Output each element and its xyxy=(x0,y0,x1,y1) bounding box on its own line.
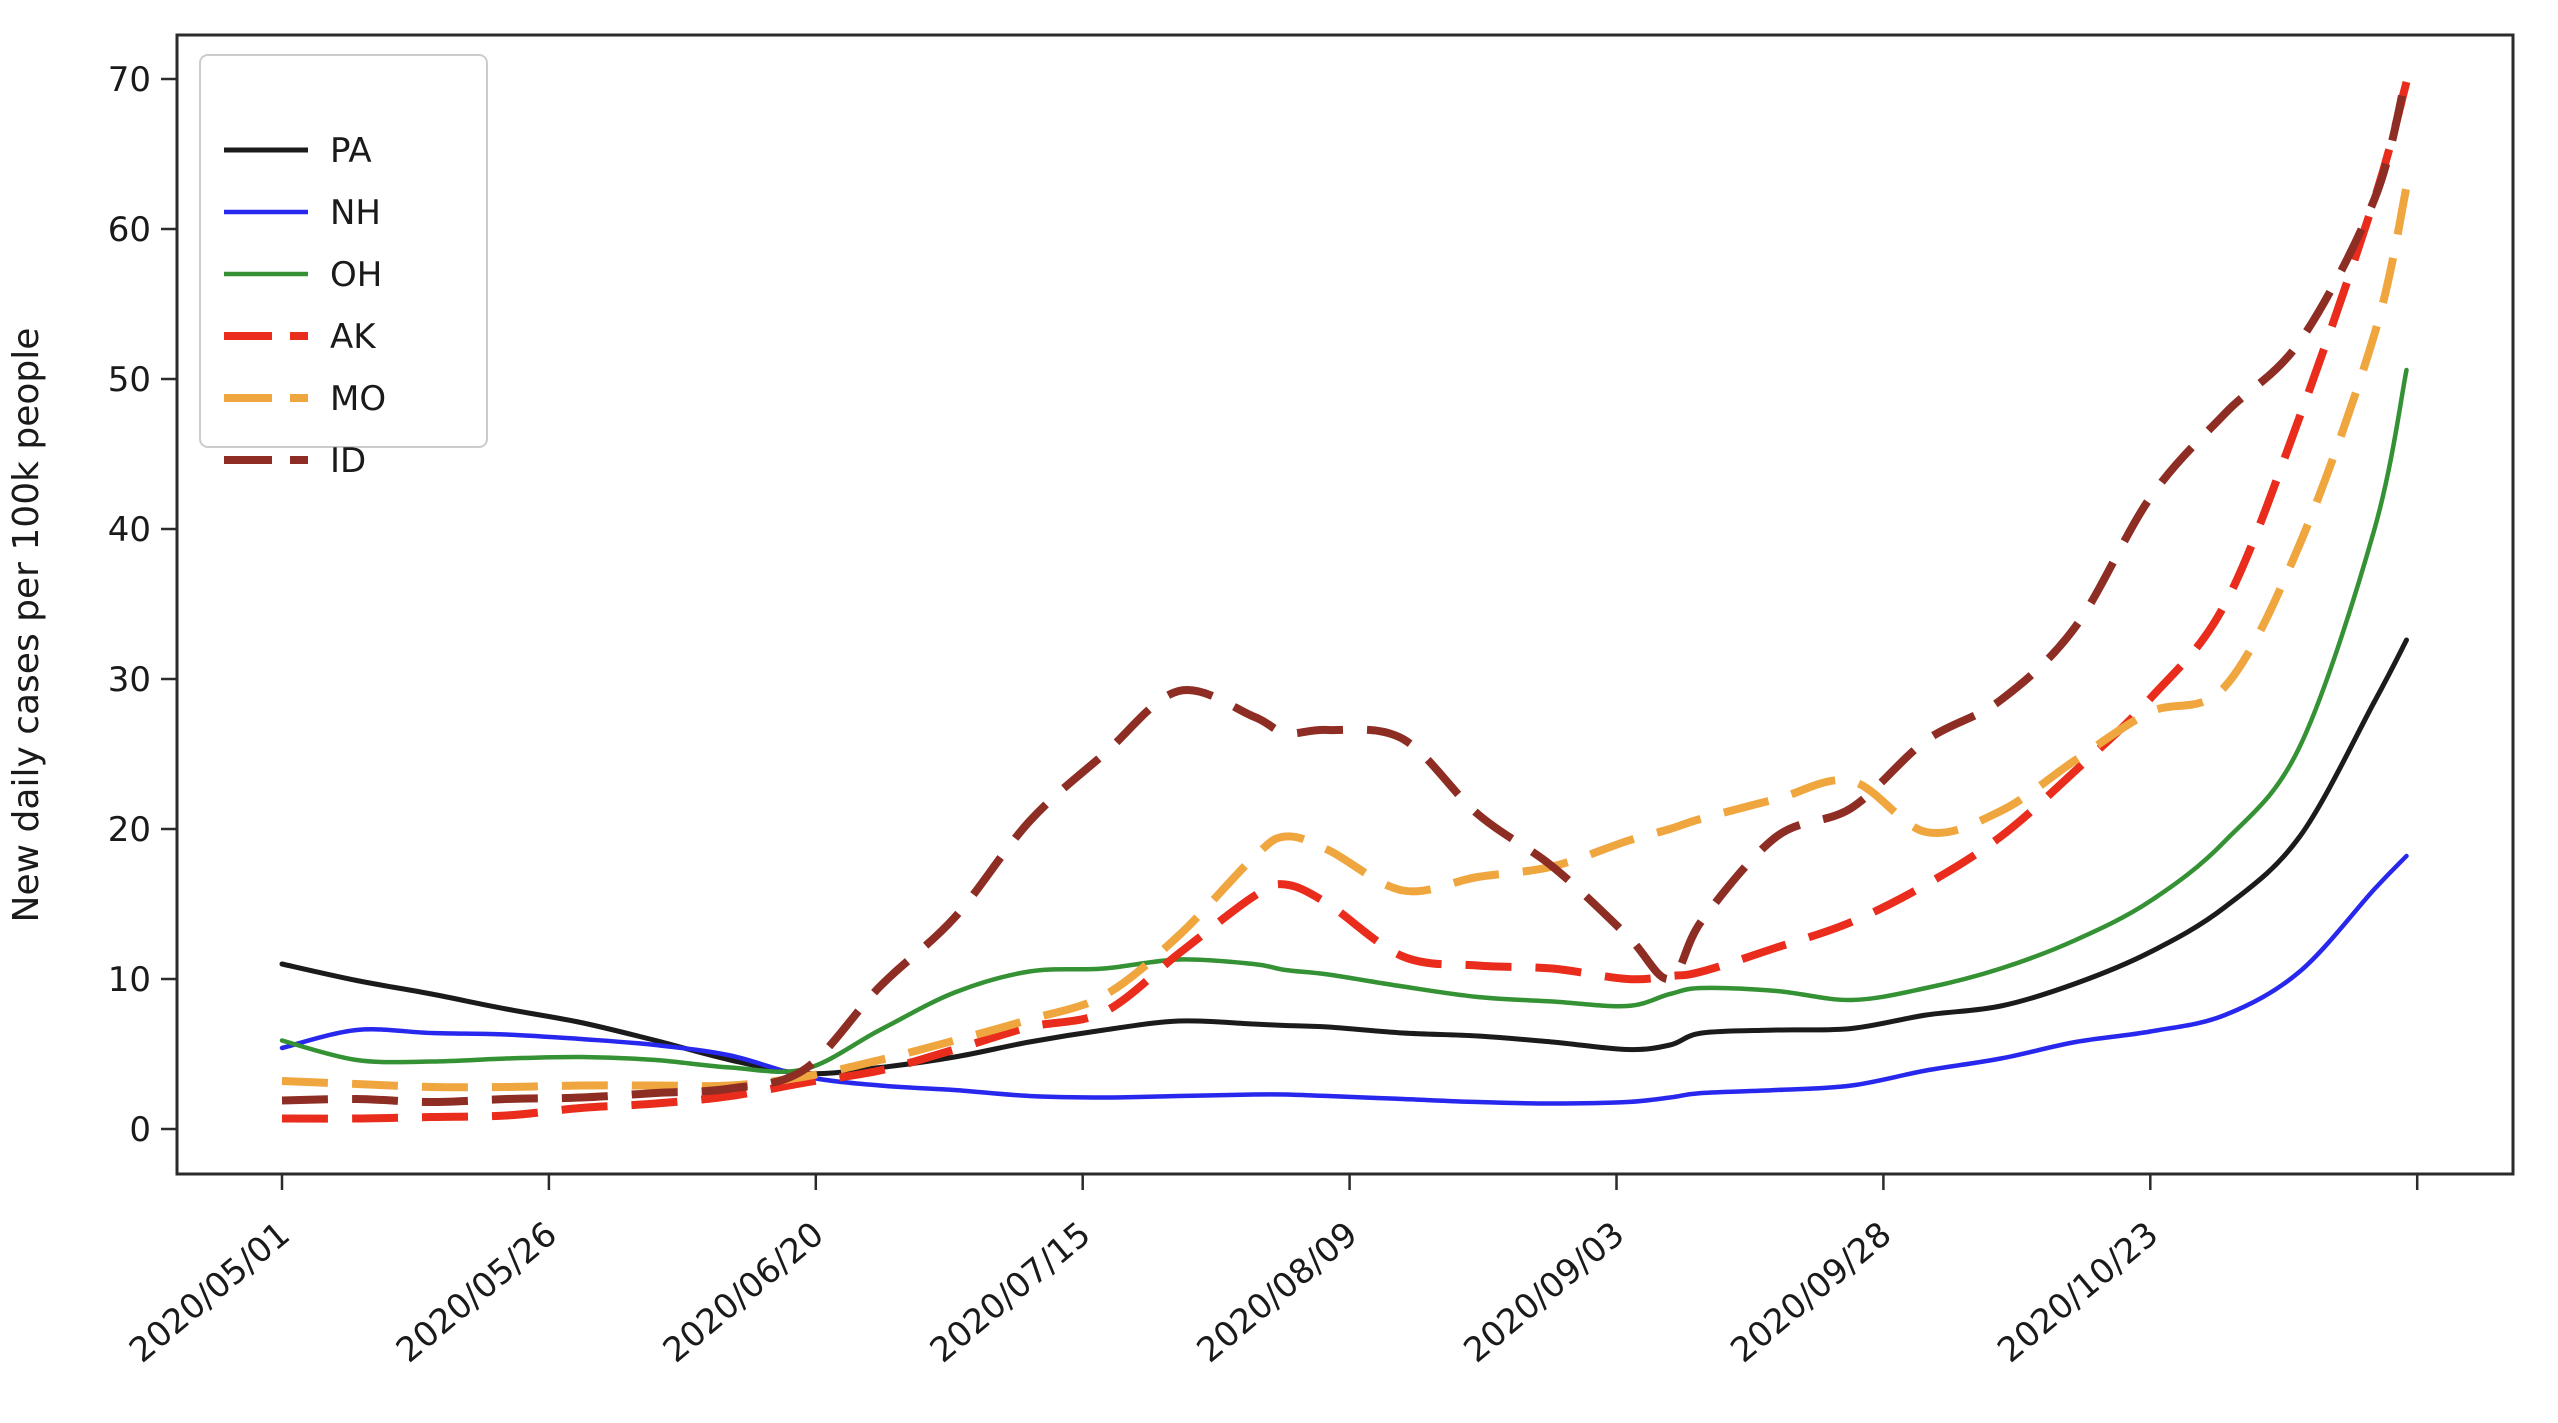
series-line-ID xyxy=(281,73,2411,1106)
legend-item-MO: MO xyxy=(224,379,386,419)
series-line-OH xyxy=(279,367,2409,1074)
legend-box xyxy=(199,54,488,448)
legend-label-AK: AK xyxy=(330,317,377,357)
legend-label-MO: MO xyxy=(330,379,386,419)
legend-label-PA: PA xyxy=(330,131,372,171)
y-tick-label: 30 xyxy=(108,660,151,700)
x-tick-label: 2020/07/15 xyxy=(923,1214,1099,1371)
x-tick-label: 2020/05/26 xyxy=(389,1214,565,1371)
y-tick-label: 50 xyxy=(108,360,151,400)
legend-item-PA: PA xyxy=(224,131,372,171)
series-line-NH xyxy=(279,853,2409,1106)
y-axis-label: New daily cases per 100k people xyxy=(6,328,47,923)
plot-border xyxy=(175,33,2515,1176)
x-tick-label: 2020/09/28 xyxy=(1723,1214,1899,1371)
legend-label-OH: OH xyxy=(330,255,382,295)
legend-item-OH: OH xyxy=(224,255,382,295)
y-tick-label: 60 xyxy=(108,210,151,250)
legend-item-AK: AK xyxy=(224,317,377,357)
y-tick-label: 0 xyxy=(129,1110,151,1150)
series-line-MO xyxy=(281,186,2411,1092)
x-tick-label: 2020/08/09 xyxy=(1190,1214,1366,1371)
legend-item-ID: ID xyxy=(224,441,366,481)
y-tick-label: 70 xyxy=(108,60,151,100)
legend-label-ID: ID xyxy=(330,441,366,481)
x-tick-label: 2020/06/20 xyxy=(656,1214,832,1371)
y-tick-label: 40 xyxy=(108,510,151,550)
x-tick-label: 2020/10/23 xyxy=(1990,1214,2166,1371)
x-tick-label: 2020/05/01 xyxy=(122,1214,298,1371)
legend: PA NH OH AK MO ID xyxy=(199,54,488,481)
legend-item-NH: NH xyxy=(224,193,381,233)
y-tick-label: 20 xyxy=(108,810,151,850)
series-line-AK xyxy=(281,80,2411,1123)
legend-label-NH: NH xyxy=(330,193,381,233)
x-tick-label: 2020/09/03 xyxy=(1456,1214,1632,1371)
y-tick-label: 10 xyxy=(108,960,151,1000)
series-line-PA xyxy=(279,637,2409,1077)
